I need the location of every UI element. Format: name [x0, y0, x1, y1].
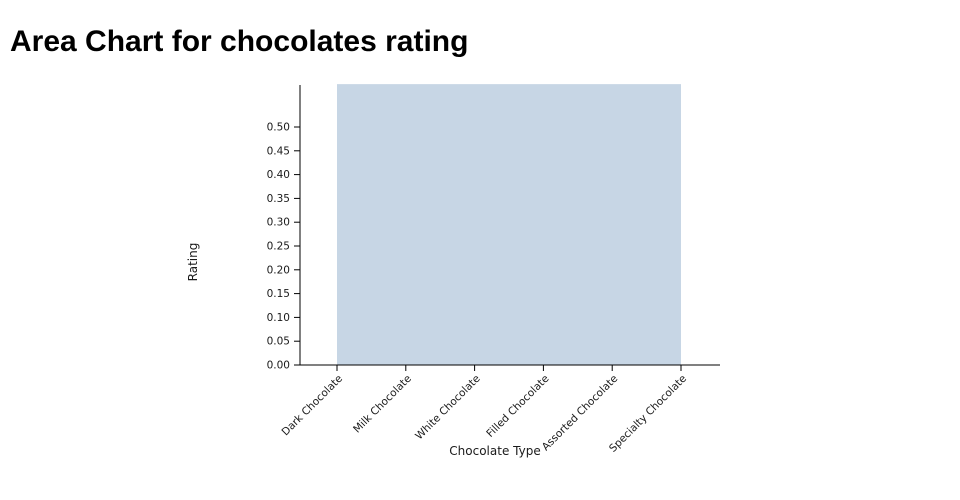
- y-axis-title: Rating: [186, 243, 200, 282]
- y-tick-label: 0.35: [267, 193, 290, 205]
- y-tick-label: 0.40: [267, 169, 290, 181]
- y-tick-label: 0.10: [267, 312, 290, 324]
- x-tick-label: Filled Chocolate: [484, 373, 551, 440]
- y-tick-label: 0.00: [267, 360, 290, 372]
- chart-plot: 0.00 0.05 0.10 0.15 0.20 0.25 0.30 0.35 0.40 0.45…: [267, 84, 720, 455]
- y-tick-label: 0.30: [267, 217, 290, 229]
- y-tick-label: 0.15: [267, 288, 290, 300]
- y-tick-label: 0.05: [267, 336, 290, 348]
- x-tick-label: Specialty Chocolate: [607, 373, 689, 455]
- x-tick-label: Milk Chocolate: [351, 373, 414, 436]
- y-tick-label: 0.50: [267, 122, 290, 134]
- area-series: [337, 84, 681, 365]
- x-tick-label: Assorted Chocolate: [540, 373, 621, 454]
- x-tick-label: Dark Chocolate: [280, 373, 346, 439]
- x-tick-label: White Chocolate: [413, 373, 483, 443]
- y-tick-label: 0.20: [267, 264, 290, 276]
- y-tick-label: 0.45: [267, 145, 290, 157]
- page-title: Area Chart for chocolates rating: [10, 25, 469, 58]
- x-axis-title: Chocolate Type: [449, 444, 540, 458]
- y-tick-label: 0.25: [267, 241, 290, 253]
